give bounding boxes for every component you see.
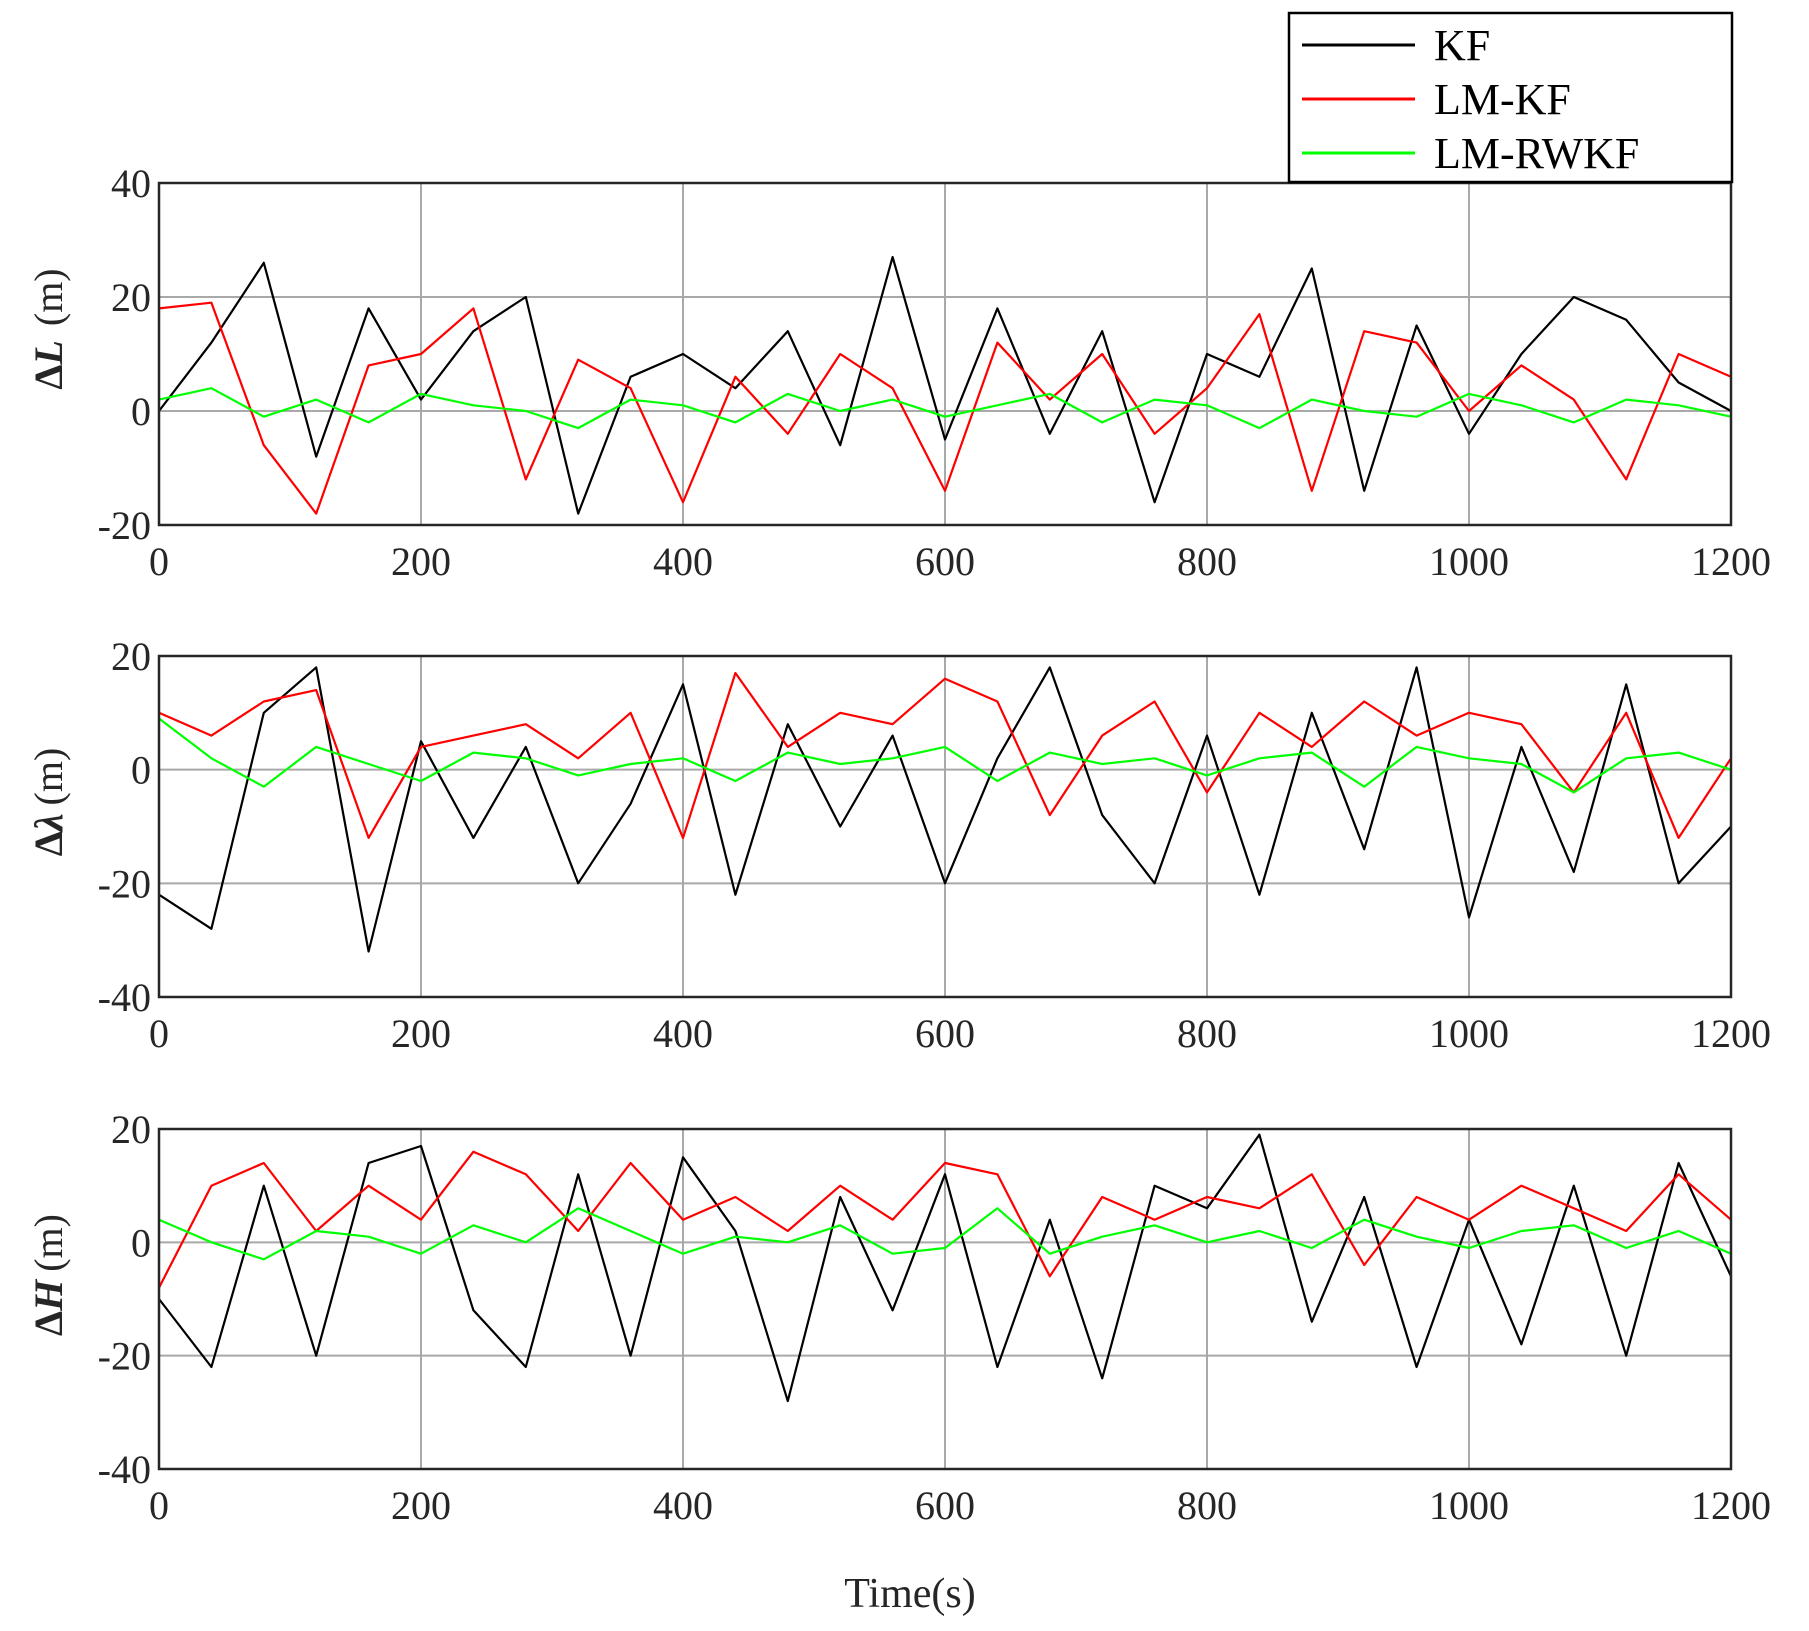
legend-label-kf: KF xyxy=(1434,21,1490,70)
y-tick-label: 0 xyxy=(131,389,151,434)
x-tick-label: 800 xyxy=(1177,539,1237,584)
axes-frame xyxy=(157,181,1733,527)
ylabel-delta-l: ΔL(m) xyxy=(26,268,71,389)
x-tick-label: 600 xyxy=(915,539,975,584)
y-tick-label: 20 xyxy=(111,1107,151,1152)
x-tick-label: 600 xyxy=(915,1483,975,1528)
x-tick-label: 800 xyxy=(1177,1011,1237,1056)
ylabel-delta-h: ΔH(m) xyxy=(26,1214,71,1336)
x-tick-label: 400 xyxy=(653,1483,713,1528)
x-tick-label: 0 xyxy=(149,539,169,584)
legend-label-lmkf: LM-KF xyxy=(1434,75,1571,124)
x-tick-label: 0 xyxy=(149,1483,169,1528)
x-tick-label: 0 xyxy=(149,1011,169,1056)
y-tick-label: 20 xyxy=(111,275,151,320)
x-tick-label: 400 xyxy=(653,1011,713,1056)
series-line-kf xyxy=(158,256,1732,515)
series-line-lm-kf xyxy=(158,1150,1732,1289)
x-tick-label: 1200 xyxy=(1691,539,1771,584)
y-tick-label: -20 xyxy=(98,1334,151,1379)
x-axis-label: Time(s) xyxy=(844,1571,975,1617)
x-tick-label: 200 xyxy=(391,1483,451,1528)
y-tick-label: 40 xyxy=(111,161,151,206)
series-line-lm-kf xyxy=(158,301,1732,515)
series-line-lm-rwkf xyxy=(158,1207,1732,1261)
x-tick-label: 1000 xyxy=(1429,1011,1509,1056)
axes-frame xyxy=(157,654,1733,999)
y-tick-label: 0 xyxy=(131,748,151,793)
y-tick-label: -40 xyxy=(98,975,151,1020)
x-tick-label: 800 xyxy=(1177,1483,1237,1528)
series-line-lm-rwkf xyxy=(158,387,1732,430)
y-tick-label: -20 xyxy=(98,503,151,548)
x-tick-label: 600 xyxy=(915,1011,975,1056)
x-tick-label: 1000 xyxy=(1429,1483,1509,1528)
x-tick-label: 400 xyxy=(653,539,713,584)
legend-label-lmrwkf: LM-RWKF xyxy=(1434,129,1639,178)
y-tick-label: -20 xyxy=(98,861,151,906)
series-line-lm-kf xyxy=(158,671,1732,840)
y-tick-label: 20 xyxy=(111,634,151,679)
x-tick-label: 1000 xyxy=(1429,539,1509,584)
ylabel-delta-lambda: Δλ(m) xyxy=(26,748,71,857)
x-tick-label: 1200 xyxy=(1691,1011,1771,1056)
series-line-kf xyxy=(158,666,1732,953)
series-line-lm-rwkf xyxy=(158,717,1732,794)
y-tick-label: -40 xyxy=(98,1447,151,1492)
y-tick-label: 0 xyxy=(131,1220,151,1265)
axes-frame xyxy=(157,1127,1733,1471)
legend: KF LM-KF LM-RWKF xyxy=(1287,11,1734,184)
x-tick-label: 200 xyxy=(391,1011,451,1056)
x-tick-label: 1200 xyxy=(1691,1483,1771,1528)
x-tick-label: 200 xyxy=(391,539,451,584)
